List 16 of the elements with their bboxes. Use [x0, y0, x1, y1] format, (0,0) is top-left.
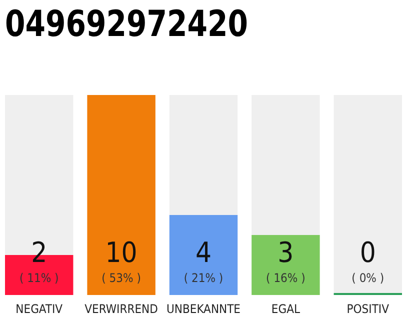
data-label: 0 [360, 236, 376, 269]
data-label: 3 [278, 236, 294, 269]
annotation: ( 11% ) [19, 271, 59, 285]
annotation: ( 53% ) [102, 271, 141, 285]
x-tick-label: POSITIV [346, 302, 390, 316]
annotation: ( 0% ) [352, 271, 384, 285]
annotation: ( 21% ) [184, 271, 224, 285]
data-label: 4 [195, 236, 212, 269]
data-label: 10 [105, 236, 138, 269]
x-tick-label: VERWIRREND [84, 302, 158, 316]
x-tick-label: UNBEKANNTE [166, 302, 241, 316]
annotation: ( 16% ) [266, 271, 306, 285]
x-tick-label: NEGATIV [16, 302, 64, 316]
chart-title: 049692972420 [5, 4, 276, 45]
x-tick-label: EGAL [271, 302, 300, 316]
bar [87, 95, 156, 295]
